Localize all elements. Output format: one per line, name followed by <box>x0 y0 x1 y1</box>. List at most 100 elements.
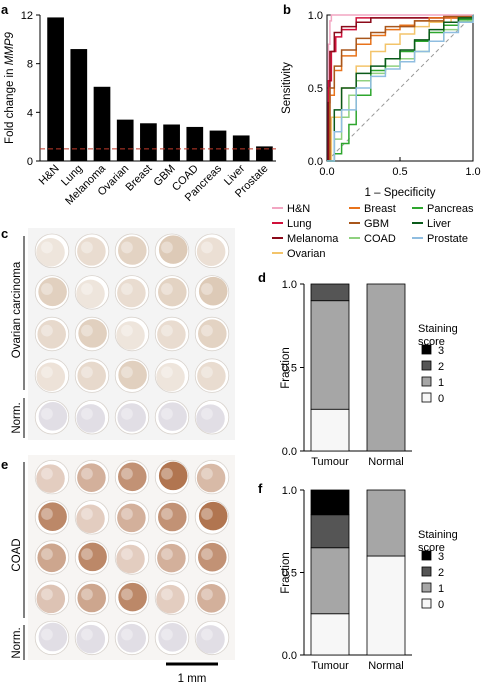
legend-swatch-score-2 <box>421 360 432 371</box>
tissue-stain <box>158 402 187 431</box>
y-tick-label: 1.0 <box>282 279 297 291</box>
y-tick-label: 0.5 <box>282 363 297 375</box>
tissue-stain <box>77 361 106 391</box>
tissue-stain <box>37 320 66 349</box>
tissue-texture <box>81 366 93 379</box>
tissue-stain <box>198 542 227 572</box>
tissue-texture <box>201 324 213 337</box>
panel-a-bar <box>186 126 204 161</box>
stack-segment-score-1 <box>310 547 350 615</box>
tissue-texture <box>121 366 133 379</box>
tissue-stain <box>158 461 188 491</box>
legend-label: 1 <box>438 583 444 595</box>
tissue-texture <box>201 508 213 520</box>
tissue-stain <box>156 584 185 614</box>
tissue-texture <box>81 508 93 520</box>
tissue-texture <box>121 588 133 601</box>
tumour-tissue-core <box>194 580 230 615</box>
tissue-texture <box>121 407 133 420</box>
panel-a-y-axis-label: Fold change in MMP9 <box>4 31 16 143</box>
tissue-texture <box>121 628 133 641</box>
tissue-stain <box>198 501 228 531</box>
panel-b-label: b <box>283 2 291 17</box>
panel-c-tissue-array: c Ovarian carcinoma Norm. <box>1 226 235 440</box>
panel-b-roc-chart: b Sensitivity 1 – Specificity 0.0 0.5 1.0 0… <box>281 2 481 199</box>
tissue-texture <box>81 548 93 561</box>
tumour-tissue-core <box>74 500 110 535</box>
tissue-texture <box>41 508 53 520</box>
x-tick-label: Tumour <box>311 456 349 468</box>
tissue-stain <box>37 543 66 573</box>
tissue-texture <box>161 588 173 601</box>
tissue-stain <box>116 321 145 350</box>
panel-f-stacked-bar-chart: f Fraction 0.0 0.5 1.0 Tumour Normal Staining… <box>258 481 458 672</box>
panel-a-bar <box>47 17 64 161</box>
tissue-texture <box>161 283 173 295</box>
panel-b-x-tick-label: 0.5 <box>392 166 407 178</box>
stack-segment-score-0 <box>310 408 350 452</box>
panel-c-norm-label: Norm. <box>11 402 23 433</box>
tissue-stain <box>118 582 147 612</box>
tumour-tissue-core <box>194 459 230 495</box>
tissue-texture <box>121 467 133 480</box>
panel-b-x-tick-label: 0.0 <box>319 166 334 178</box>
legend-swatch-score-1 <box>421 582 432 593</box>
legend-label: 2 <box>438 567 444 579</box>
panel-e-norm-label: Norm. <box>11 627 23 658</box>
stack-segment-score-0 <box>310 613 350 656</box>
tissue-texture <box>41 467 53 480</box>
tissue-texture <box>121 283 133 295</box>
x-tick-label: Normal <box>368 456 403 468</box>
tissue-stain <box>196 625 225 654</box>
tissue-stain <box>156 362 185 392</box>
tissue-stain <box>197 584 226 613</box>
y-tick-label: 1.0 <box>282 485 297 497</box>
tumour-tissue-core <box>34 316 70 352</box>
tissue-stain <box>198 319 227 348</box>
tissue-texture <box>201 366 213 379</box>
tissue-texture <box>201 407 213 420</box>
tissue-texture <box>161 241 173 254</box>
legend-label: 3 <box>438 345 444 357</box>
tissue-stain <box>158 623 187 652</box>
panel-a-bar <box>70 49 88 161</box>
tumour-tissue-core <box>154 580 190 615</box>
panel-a-bar <box>116 119 134 161</box>
tissue-texture <box>161 366 173 379</box>
tissue-stain <box>77 237 106 266</box>
roc-curve-lung <box>327 15 474 162</box>
legend-label: Prostate <box>427 233 468 245</box>
legend-label: Pancreas <box>427 203 474 215</box>
tumour-tissue-core <box>74 459 110 495</box>
panel-b-x-tick-label: 1.0 <box>465 166 480 178</box>
panel-a-y-tick-label: 4 <box>27 107 33 119</box>
tissue-texture <box>81 324 93 337</box>
tissue-stain <box>76 404 106 433</box>
tumour-tissue-core <box>74 358 110 393</box>
panel-e-label: e <box>1 457 8 472</box>
stack-segment-score-3 <box>310 489 350 516</box>
legend-label: H&N <box>287 203 310 215</box>
tissue-texture <box>81 407 93 420</box>
tumour-tissue-core <box>34 233 70 268</box>
legend-swatch-score-3 <box>421 550 432 561</box>
y-tick-label: 0.0 <box>282 650 297 662</box>
tissue-stain <box>198 276 228 306</box>
tumour-tissue-core <box>114 275 150 310</box>
stack-segment-score-2 <box>310 283 350 302</box>
tumour-tissue-core <box>34 358 70 393</box>
tissue-stain <box>196 404 225 433</box>
panel-f-y-axis-label: Fraction <box>280 552 292 594</box>
legend-label: Ovarian <box>287 248 326 260</box>
tissue-texture <box>41 324 53 337</box>
tissue-texture <box>41 366 53 379</box>
stack-segment-score-1 <box>310 300 350 410</box>
panel-a-y-tick-label: 12 <box>21 10 33 22</box>
tumour-tissue-core <box>114 540 150 575</box>
legend-swatch-score-2 <box>421 566 432 577</box>
tissue-texture <box>41 241 53 254</box>
tissue-stain <box>118 462 147 492</box>
tissue-stain <box>38 402 68 431</box>
tumour-tissue-core <box>34 459 70 495</box>
tissue-stain <box>77 463 106 492</box>
